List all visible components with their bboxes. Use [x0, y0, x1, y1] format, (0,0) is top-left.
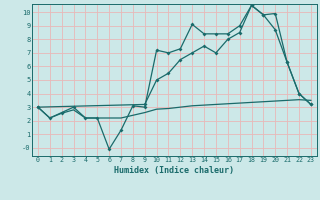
- X-axis label: Humidex (Indice chaleur): Humidex (Indice chaleur): [115, 166, 234, 175]
